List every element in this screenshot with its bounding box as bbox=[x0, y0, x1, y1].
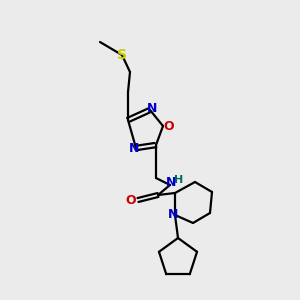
Text: O: O bbox=[164, 119, 174, 133]
Text: N: N bbox=[166, 176, 176, 190]
Text: O: O bbox=[126, 194, 136, 206]
Text: N: N bbox=[129, 142, 139, 155]
Text: N: N bbox=[168, 208, 178, 220]
Text: S: S bbox=[117, 48, 127, 62]
Text: N: N bbox=[147, 101, 157, 115]
Text: H: H bbox=[174, 175, 184, 185]
